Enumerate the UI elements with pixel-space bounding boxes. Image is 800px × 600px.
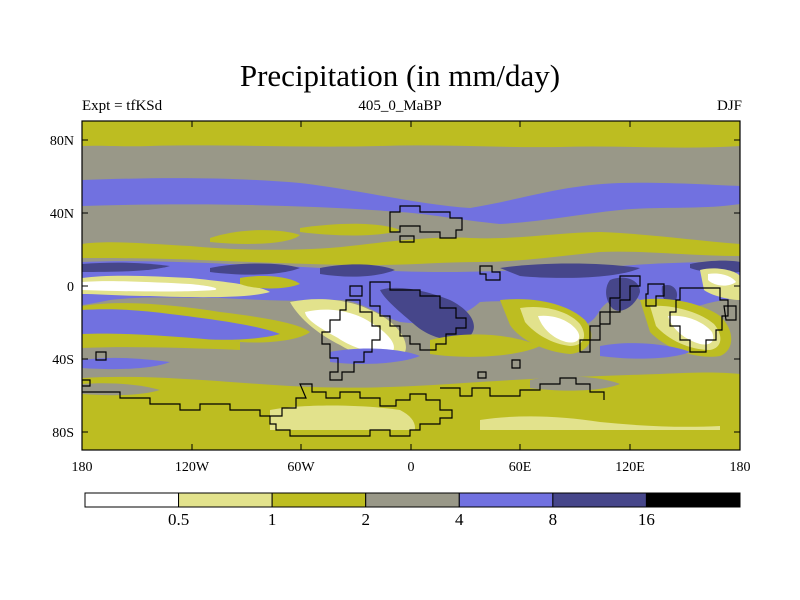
precip-field [82,121,740,450]
y-axis [82,139,740,433]
colorbar-swatch [645,492,741,508]
y-tick-40s: 40S [52,353,74,368]
x-tick-60w: 60W [287,460,315,475]
land-outline [82,205,737,437]
experiment-label: Expt = tfKSd [82,98,163,114]
colorbar-label: 1 [268,510,277,529]
map-title: Precipitation (in mm/day) [239,58,561,93]
y-tick-80n: 80N [50,134,74,149]
season-label: DJF [716,98,742,114]
x-tick-120w: 120W [175,460,210,475]
x-tick-180e: 180 [730,460,751,475]
colorbar-swatch [458,492,554,508]
period-label: 405_0_MaBP [358,98,442,114]
colorbar-swatch [84,492,180,508]
colorbar-label: 2 [361,510,370,529]
colorbar-swatch [365,492,460,508]
x-tick-180w: 180 [72,460,93,475]
colorbar: 0.5 1 2 4 8 16 [84,492,741,529]
y-tick-80s: 80S [52,426,74,441]
colorbar-label: 16 [638,510,655,529]
colorbar-label: 4 [455,510,464,529]
y-tick-40n: 40N [50,207,74,222]
colorbar-label: 0.5 [168,510,189,529]
colorbar-label: 8 [549,510,558,529]
y-tick-0: 0 [67,280,74,295]
colorbar-swatch [271,492,367,508]
colorbar-swatch [178,492,273,508]
colorbar-swatch [552,492,647,508]
x-tick-60e: 60E [509,460,532,475]
x-tick-0: 0 [408,460,415,475]
x-tick-120e: 120E [615,460,645,475]
x-axis [81,121,741,450]
